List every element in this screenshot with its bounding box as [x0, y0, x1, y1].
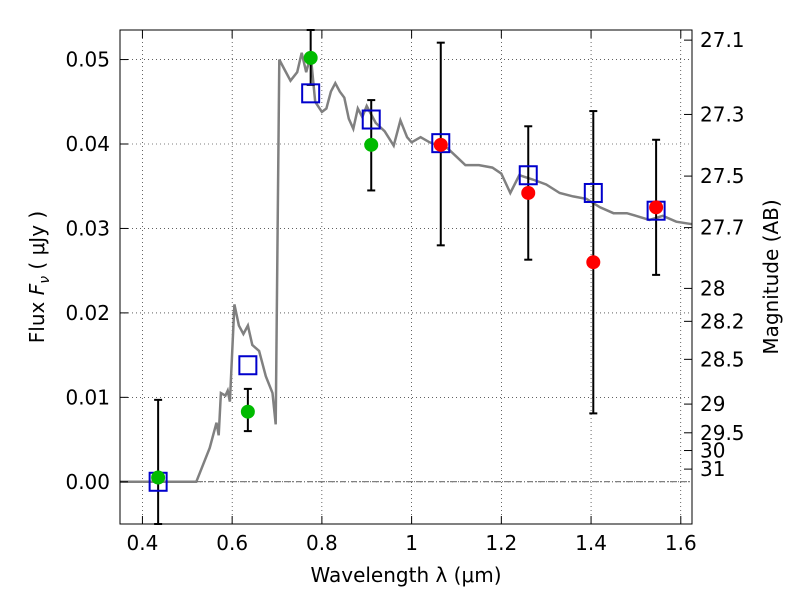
square-marker	[301, 83, 321, 104]
right-tick-label: 28.5	[700, 347, 745, 371]
x-tick-label: 1.2	[485, 531, 517, 555]
y-tick-label: 0.00	[65, 470, 110, 494]
x-tick-label: 0.6	[216, 531, 248, 555]
y-tick-label: 0.03	[65, 216, 110, 240]
y-axis-title: Flux Fν ( μJy )	[25, 211, 53, 343]
green-circle-marker	[303, 50, 318, 65]
x-axis-title: Wavelength λ (μm)	[310, 563, 501, 587]
x-tick-label: 0.4	[127, 531, 159, 555]
square-marker	[583, 182, 603, 203]
green-circle-marker	[151, 470, 166, 485]
x-tick-label: 1.4	[575, 531, 607, 555]
right-tick-label: 28	[700, 276, 725, 300]
y-tick-label: 0.01	[65, 385, 110, 409]
right-tick-label: 27.5	[700, 164, 745, 188]
right-tick-label: 27.3	[700, 102, 745, 126]
right-tick-label: 29.5	[700, 421, 745, 445]
square-marker	[431, 133, 451, 154]
red-circle-marker	[433, 137, 448, 152]
green-circle-marker	[364, 137, 379, 152]
square-marker	[238, 355, 258, 376]
axis-ticks: 0.4 0.6 0.8 1 1.2 1.4 1.6 0.00 0.01 0.02 0.03 0.04 0…	[65, 28, 744, 555]
y-tick-label: 0.04	[65, 132, 110, 156]
model-spectrum-line	[120, 52, 693, 484]
right-tick-label: 30	[700, 439, 725, 463]
right-tick-label: 27.1	[700, 28, 745, 52]
data-markers	[148, 50, 666, 492]
right-tick-label: 28.2	[700, 309, 745, 333]
right-tick-label: 27.7	[700, 216, 745, 240]
right-axis-title: Magnitude (AB)	[759, 199, 783, 354]
green-circle-marker	[240, 404, 255, 419]
y-tick-label: 0.02	[65, 301, 110, 325]
x-tick-label: 1	[405, 531, 418, 555]
square-marker	[518, 165, 538, 186]
right-tick-label: 29	[700, 392, 725, 416]
red-circle-marker	[521, 185, 536, 200]
plot-frame	[119, 29, 693, 525]
red-circle-marker	[586, 255, 601, 270]
x-tick-label: 0.8	[306, 531, 338, 555]
red-circle-marker	[649, 200, 664, 215]
square-marker	[361, 109, 381, 130]
right-tick-label: 31	[700, 457, 725, 481]
x-tick-label: 1.6	[665, 531, 697, 555]
y-tick-label: 0.05	[65, 48, 110, 72]
